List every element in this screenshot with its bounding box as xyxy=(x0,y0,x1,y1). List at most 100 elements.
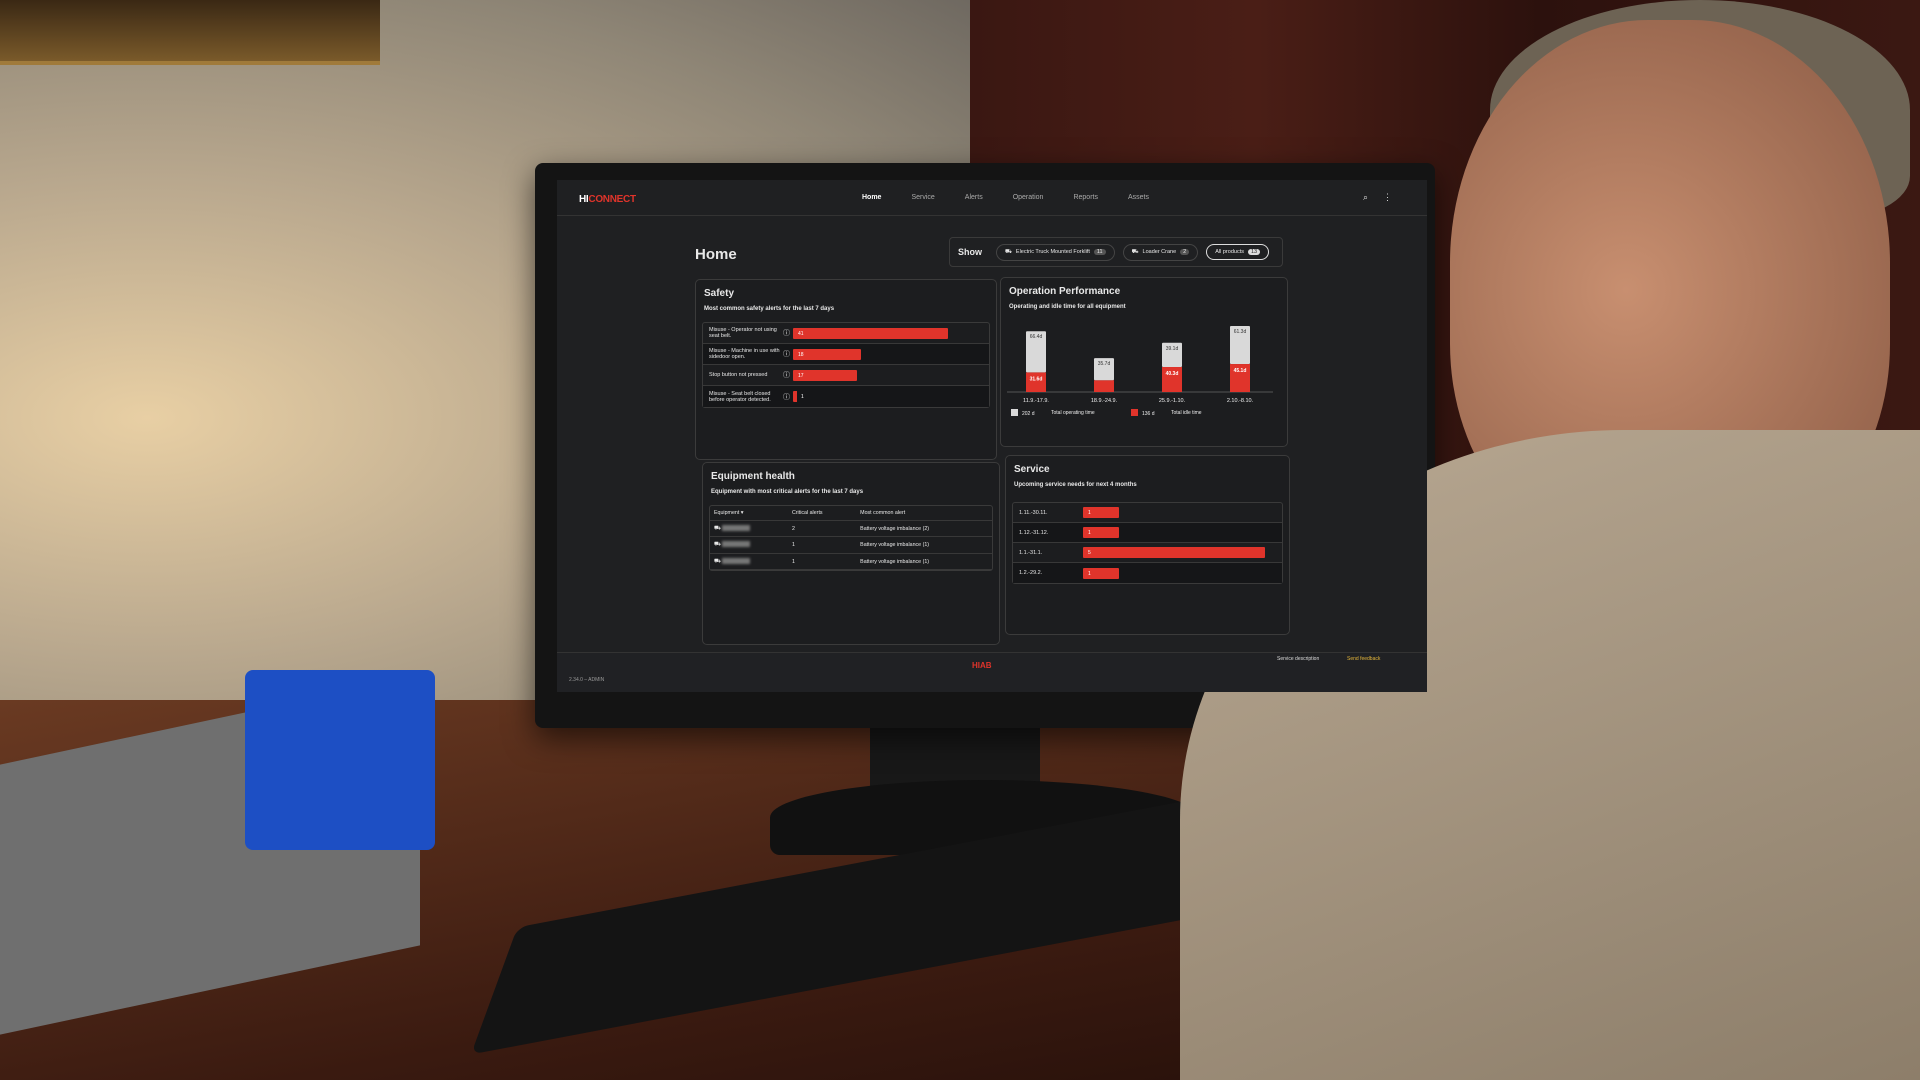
hiconnect-logo[interactable]: HICONNECT xyxy=(579,194,636,205)
safety-subtitle: Most common safety alerts for the last 7… xyxy=(704,306,835,312)
critical-alerts-cell: 2 xyxy=(787,520,857,538)
info-icon[interactable]: ⓘ xyxy=(783,372,790,379)
operating-bar-label: 39.1d xyxy=(1166,346,1179,352)
idle-bar-label: 31.6d xyxy=(1030,376,1043,382)
nav-operation[interactable]: Operation xyxy=(1012,194,1044,201)
safety-card: Safety Most common safety alerts for the… xyxy=(695,279,997,460)
equipment-row[interactable]: ⛟ 1 Battery voltage imbalance (1) xyxy=(710,536,992,554)
info-icon[interactable]: ⓘ xyxy=(783,351,790,358)
forklift-icon: ⛟ xyxy=(714,558,723,565)
chip-loader-crane[interactable]: ⛟ Loader Crane 2 xyxy=(1122,243,1199,261)
safety-row[interactable]: Misuse - Seat belt closed before operato… xyxy=(703,386,989,407)
col-equipment[interactable]: Equipment ▾ xyxy=(710,506,788,521)
equipment-cell: ⛟ xyxy=(710,553,788,571)
equipment-cell: ⛟ xyxy=(710,520,788,538)
col-critical-alerts: Critical alerts xyxy=(787,506,857,521)
service-bar: 1 xyxy=(1083,507,1120,518)
operating-bar-label: 35.7d xyxy=(1098,361,1111,367)
footer: 2.34.0 – ADMIN HIAB Service description … xyxy=(557,652,1427,692)
operation-title: Operation Performance xyxy=(1009,286,1121,297)
critical-alerts-cell: 1 xyxy=(787,536,857,554)
service-row[interactable]: 1.1.-31.1. 5 xyxy=(1013,543,1282,563)
chip-all-products[interactable]: All products 13 xyxy=(1206,244,1270,260)
idle-bar xyxy=(1162,367,1182,392)
service-bar: 1 xyxy=(1083,567,1120,579)
page-title: Home xyxy=(695,246,737,263)
product-filter: Show ⛟ Electric Truck Mounted Forklift 11 … xyxy=(949,237,1283,267)
idle-bar xyxy=(1094,380,1114,392)
idle-bar xyxy=(1026,372,1046,392)
x-tick-label: 11.9.-17.9. xyxy=(1023,398,1049,404)
safety-bar: 17 xyxy=(793,369,858,381)
operation-card: Operation Performance Operating and idle… xyxy=(1000,277,1288,447)
service-card: Service Upcoming service needs for next … xyxy=(1005,455,1290,635)
redacted-equipment-id xyxy=(722,525,751,531)
nav-home[interactable]: Home xyxy=(862,194,882,201)
picture-frame xyxy=(0,0,380,65)
send-feedback-link[interactable]: Send feedback xyxy=(1347,656,1381,662)
equipment-row[interactable]: ⛟ 2 Battery voltage imbalance (2) xyxy=(710,520,992,538)
service-row[interactable]: 1.2.-29.2. 1 xyxy=(1013,563,1282,583)
forklift-icon: ⛟ xyxy=(1005,248,1012,255)
service-description-link[interactable]: Service description xyxy=(1277,656,1320,662)
service-list: 1.11.-30.11. 1 1.12.-31.12. 1 1.1.-31.1. 5 1.2… xyxy=(1012,502,1283,584)
nav-reports[interactable]: Reports xyxy=(1073,194,1098,201)
service-bar: 5 xyxy=(1083,547,1265,558)
service-period-label: 1.2.-29.2. xyxy=(1019,570,1043,576)
safety-bar: 1 xyxy=(793,391,806,402)
safety-title: Safety xyxy=(704,288,735,299)
safety-row[interactable]: Stop button not pressed ⓘ 17 xyxy=(703,365,989,386)
dashboard-screen: HICONNECT Home Service Alerts Operation … xyxy=(557,180,1427,692)
x-tick-label: 25.9.-1.10. xyxy=(1159,398,1186,404)
safety-alert-label: Stop button not pressed xyxy=(709,372,768,378)
legend-swatch xyxy=(1131,409,1138,416)
idle-bar-label: 40.3d xyxy=(1166,371,1179,377)
equipment-cell: ⛟ xyxy=(710,536,788,554)
top-nav: HICONNECT Home Service Alerts Operation … xyxy=(557,180,1427,216)
redacted-equipment-id xyxy=(722,541,751,548)
equipment-subtitle: Equipment with most critical alerts for … xyxy=(711,489,864,495)
service-row[interactable]: 1.12.-31.12. 1 xyxy=(1013,523,1282,543)
equipment-title: Equipment health xyxy=(711,471,795,482)
filter-label: Show xyxy=(958,247,982,257)
idle-bar xyxy=(1230,364,1250,392)
service-period-label: 1.1.-31.1. xyxy=(1019,549,1043,556)
service-bar: 1 xyxy=(1083,527,1120,538)
search-icon[interactable]: ⌕ xyxy=(1363,192,1369,202)
equipment-table-wrap: Equipment ▾ Critical alerts Most common al… xyxy=(709,505,993,572)
most-common-alert-cell: Battery voltage imbalance (2) xyxy=(856,520,992,538)
most-common-alert-cell: Battery voltage imbalance (1) xyxy=(856,553,992,571)
info-icon[interactable]: ⓘ xyxy=(783,330,790,337)
x-tick-label: 18.9.-24.9. xyxy=(1091,398,1118,404)
safety-list: Misuse - Operator not using seat belt. ⓘ 4… xyxy=(702,322,990,408)
equipment-card: Equipment health Equipment with most cri… xyxy=(702,462,1000,645)
service-title: Service xyxy=(1014,464,1050,475)
equipment-row[interactable]: ⛟ 1 Battery voltage imbalance (1) xyxy=(710,553,992,571)
forklift-icon: ⛟ xyxy=(714,541,723,548)
col-most-common-alert: Most common alert xyxy=(856,506,992,521)
nav-menu: Home Service Alerts Operation Reports As… xyxy=(862,194,1149,201)
idle-bar-label: 45.1d xyxy=(1234,368,1247,374)
version-label: 2.34.0 – ADMIN xyxy=(569,677,605,683)
nav-service[interactable]: Service xyxy=(911,194,935,201)
operating-bar-label: 61.3d xyxy=(1234,329,1247,335)
info-icon[interactable]: ⓘ xyxy=(783,393,790,401)
safety-bar: 41 xyxy=(793,327,948,339)
safety-row[interactable]: Misuse - Operator not using seat belt. ⓘ 4… xyxy=(703,323,989,344)
service-row[interactable]: 1.11.-30.11. 1 xyxy=(1013,503,1282,523)
crane-icon: ⛟ xyxy=(1131,248,1139,255)
chip-forklift[interactable]: ⛟ Electric Truck Mounted Forklift 11 xyxy=(996,243,1115,261)
nav-assets[interactable]: Assets xyxy=(1127,194,1149,201)
nav-alerts[interactable]: Alerts xyxy=(964,194,983,201)
legend-value: 202 d xyxy=(1022,411,1035,417)
operating-bar xyxy=(1162,342,1182,368)
x-tick-label: 2.10.-8.10. xyxy=(1227,398,1254,404)
operation-subtitle: Operating and idle time for all equipmen… xyxy=(1009,304,1126,310)
safety-bar: 18 xyxy=(793,348,862,360)
critical-alerts-cell: 1 xyxy=(787,553,857,571)
service-period-label: 1.12.-31.12. xyxy=(1019,529,1049,536)
kebab-menu-icon[interactable]: ⋮ xyxy=(1383,192,1392,202)
safety-row[interactable]: Misuse - Machine in use with sidedoor op… xyxy=(703,344,989,365)
operating-bar xyxy=(1026,331,1046,373)
safety-alert-label: Misuse - Machine in use with sidedoor op… xyxy=(709,348,780,360)
